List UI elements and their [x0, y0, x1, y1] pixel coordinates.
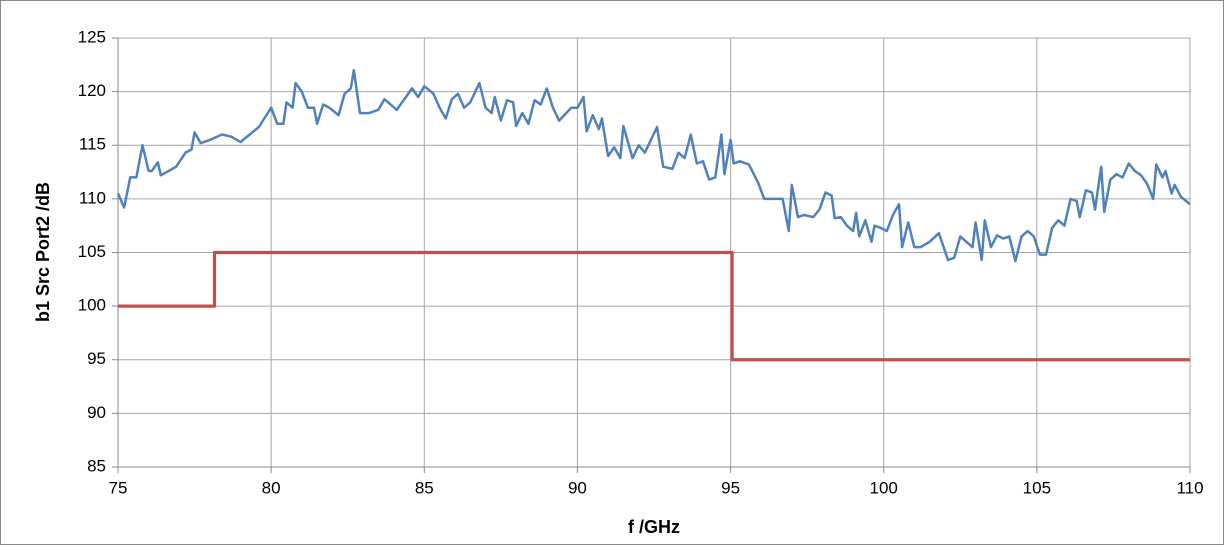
data-line [116, 68, 1191, 263]
y-tick-label: 100 [78, 296, 106, 315]
y-tick-label: 95 [87, 349, 106, 368]
x-tick-label: 100 [870, 478, 898, 497]
y-tick-label: 85 [87, 456, 106, 475]
y-tick-label: 115 [79, 135, 106, 154]
x-tick-label: 110 [1176, 478, 1203, 497]
y-tick-label: 110 [79, 188, 106, 207]
x-tick-label: 80 [262, 478, 281, 497]
y-tick-label: 90 [87, 403, 106, 422]
x-tick-label: 95 [721, 478, 740, 497]
data-line [118, 250, 1190, 362]
x-tick-label: 90 [568, 478, 587, 497]
y-tick-label: 120 [78, 81, 106, 100]
y-tick-label: 105 [78, 242, 106, 261]
y-tick-label: 125 [78, 27, 106, 46]
y-axis-title: b1 Src Port2 /dB [33, 182, 53, 322]
x-tick-label: 75 [109, 478, 128, 497]
x-axis-title: f /GHz [628, 517, 680, 537]
x-tick-label: 85 [415, 478, 434, 497]
x-tick-label: 105 [1023, 478, 1051, 497]
